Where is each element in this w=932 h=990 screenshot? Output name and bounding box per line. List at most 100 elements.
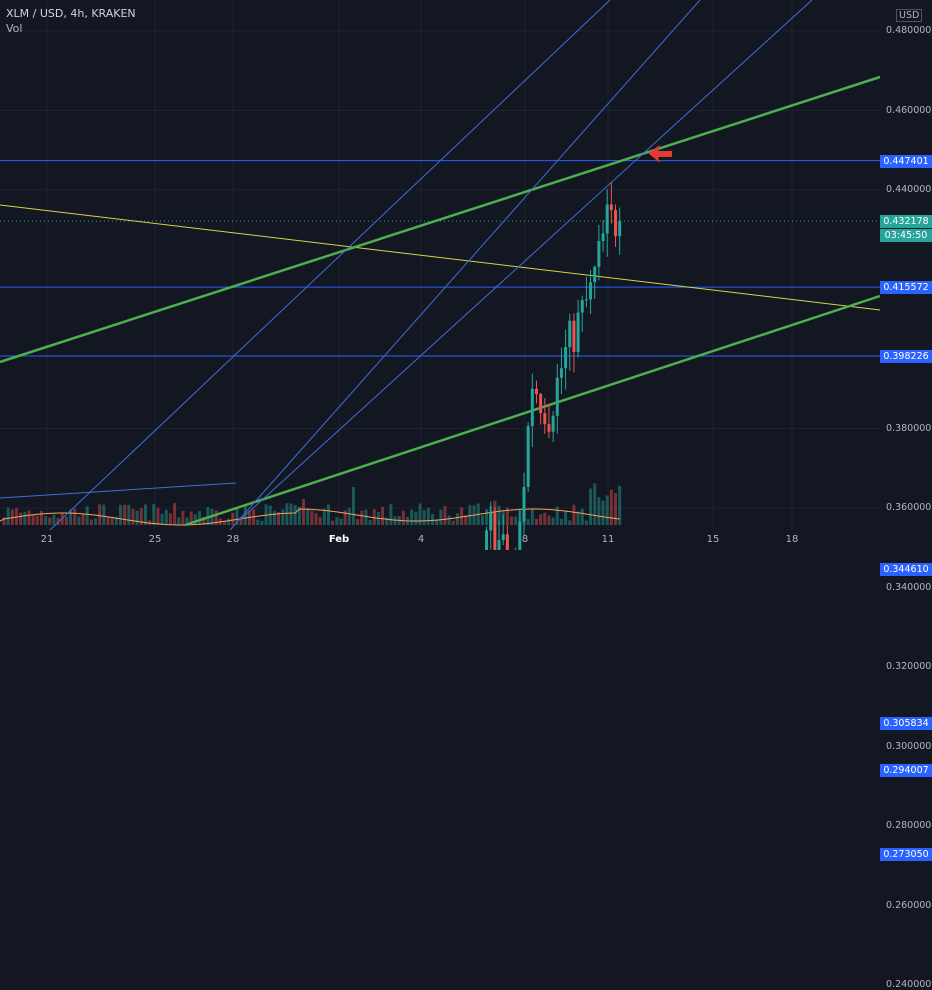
volume-bar — [48, 517, 52, 525]
last-price-label: 0.432178 — [880, 215, 932, 229]
bar-countdown-label: 03:45:50 — [880, 229, 932, 243]
yellow-trendline — [0, 204, 881, 311]
volume-bar — [293, 505, 297, 525]
candle-body — [547, 424, 551, 432]
candle-body — [493, 512, 497, 558]
symbol-title[interactable]: XLM / USD, 4h, KRAKEN — [6, 7, 136, 20]
volume-bar — [2, 517, 6, 525]
candle-body — [597, 241, 601, 267]
volume-bar — [551, 517, 555, 525]
grid — [0, 0, 880, 986]
volume-bar — [19, 512, 23, 525]
drawings[interactable] — [0, 0, 881, 855]
volume-bar — [77, 516, 81, 525]
volume-bar — [497, 505, 501, 525]
green-trendline-upper — [0, 75, 881, 364]
volume-bar — [314, 513, 318, 525]
price-tick-label: 0.340000 — [886, 581, 932, 593]
volume-bar — [539, 514, 543, 525]
volume-bar — [401, 510, 405, 525]
volume-bar — [485, 509, 489, 525]
volume-bar — [239, 516, 243, 525]
time-tick-label: 25 — [148, 534, 162, 545]
volume-bar — [559, 518, 563, 525]
volume-bar — [202, 516, 206, 525]
volume-bar — [156, 507, 160, 525]
candle — [572, 313, 576, 373]
candle-body — [605, 204, 609, 234]
volume-bar — [326, 504, 330, 525]
volume-bar — [505, 507, 509, 525]
candle — [543, 398, 547, 434]
candle-body — [555, 377, 559, 416]
candle — [584, 276, 588, 308]
volume-bar — [231, 512, 235, 525]
volume-bar — [593, 483, 597, 525]
candle-body — [526, 426, 530, 487]
volume-bar — [356, 519, 360, 525]
volume-bar — [102, 504, 106, 525]
volume-bar — [343, 510, 347, 525]
candle — [534, 380, 538, 404]
volume-bar — [135, 510, 139, 525]
volume-indicator-label[interactable]: Vol — [6, 22, 23, 35]
arrow-annotation[interactable] — [648, 145, 672, 163]
candle-body — [572, 320, 576, 353]
volume-bar — [322, 508, 326, 525]
candle — [559, 347, 563, 394]
volume-bar — [393, 516, 397, 525]
volume-bar — [185, 517, 189, 525]
price-tick-label: 0.240000 — [886, 979, 932, 990]
candle — [576, 299, 580, 358]
candle-body — [576, 312, 580, 353]
volume-bar — [534, 518, 538, 525]
volume-bar — [143, 504, 147, 525]
candle — [505, 525, 509, 575]
currency-badge[interactable]: USD — [896, 9, 923, 22]
volume-bar — [89, 519, 93, 525]
volume-bar — [464, 515, 468, 525]
volume-bar — [385, 517, 389, 525]
time-tick-label: Feb — [328, 534, 350, 545]
volume-bar — [555, 506, 559, 525]
price-tick-label: 0.480000 — [886, 25, 932, 36]
candle-body — [589, 282, 593, 300]
candle — [564, 329, 568, 390]
price-tick-label: 0.380000 — [886, 422, 932, 434]
volume-bar — [98, 504, 102, 525]
level-price-label: 0.273050 — [880, 847, 932, 861]
price-tick-label: 0.300000 — [886, 740, 932, 752]
volume-bar — [530, 509, 534, 525]
volume-bar — [414, 511, 418, 525]
candles — [2, 182, 622, 947]
volume-bar — [69, 509, 73, 525]
volume-bar — [214, 510, 218, 525]
volume-bar — [123, 504, 127, 525]
candle-body — [601, 233, 605, 242]
price-tick-label: 0.460000 — [886, 104, 932, 116]
volume-bar — [35, 515, 39, 525]
volume-bar — [285, 503, 289, 525]
volume-bar — [23, 511, 27, 525]
volume-bar — [460, 507, 464, 525]
candle-body — [534, 388, 538, 395]
candle-body — [580, 300, 584, 313]
volume-bar — [60, 513, 64, 525]
volume-bar — [256, 519, 260, 525]
candle-body — [584, 299, 588, 301]
level-price-label: 0.447401 — [880, 154, 932, 168]
candle — [555, 363, 559, 434]
volume-bar — [152, 503, 156, 525]
volume-bar — [277, 512, 281, 525]
volume-bar — [372, 509, 376, 525]
volume-bar — [360, 510, 364, 525]
candle — [501, 514, 505, 546]
volume-bar — [605, 495, 609, 525]
candle-body — [614, 210, 618, 237]
volume-bar — [430, 514, 434, 525]
symbol-legend[interactable]: XLM / USD, 4h, KRAKEN Vol — [6, 6, 136, 36]
volume-bar — [268, 505, 272, 525]
volume-bar — [564, 510, 568, 525]
